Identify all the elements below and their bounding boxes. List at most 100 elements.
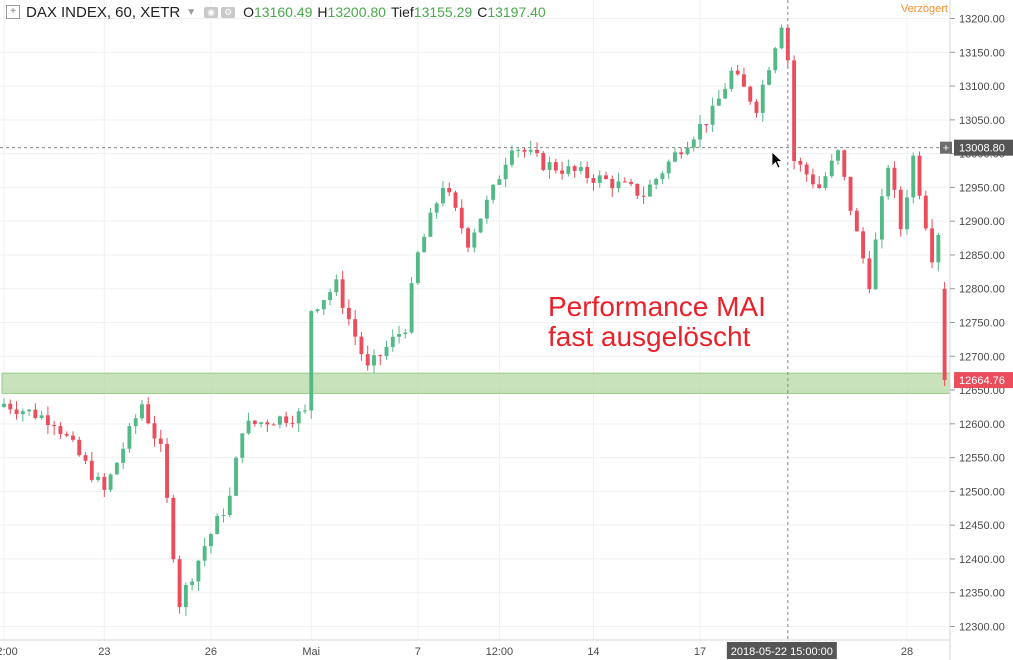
candle (861, 231, 866, 259)
candle (428, 212, 433, 237)
candle (911, 155, 916, 198)
low-value: 13155.29 (413, 4, 473, 20)
price-tick-label: 13100.00 (959, 81, 1005, 93)
candle (535, 149, 539, 154)
candle (591, 178, 596, 183)
candle (691, 139, 696, 148)
candle (246, 420, 251, 434)
candle (127, 426, 132, 449)
candle (572, 166, 577, 171)
candle (892, 167, 897, 190)
candle (8, 403, 13, 410)
candle (748, 86, 753, 102)
candle (522, 149, 527, 152)
candle (829, 160, 834, 177)
candle (146, 404, 151, 424)
candle (14, 409, 19, 415)
price-tick-label: 12350.00 (959, 588, 1005, 600)
time-tick-label: Mai (302, 646, 320, 658)
candle (767, 70, 771, 85)
chevron-down-icon[interactable]: ▼ (186, 6, 197, 18)
candle (114, 462, 119, 475)
price-tick-label: 12700.00 (959, 351, 1005, 363)
candle (804, 164, 809, 175)
time-axis[interactable]: 12:00 23 26 Mai 7 12:00 14 17 28 (0, 639, 950, 658)
high-label: H (317, 4, 328, 20)
time-tick-label: 12:00 (486, 646, 514, 658)
time-tick-label: 23 (98, 646, 110, 658)
candle (334, 279, 339, 293)
candle (698, 124, 702, 140)
candle (27, 409, 32, 412)
crosshair-time-tag (726, 642, 837, 659)
candle (415, 252, 420, 284)
eye-icon[interactable]: ◉ (204, 6, 219, 18)
candle (171, 497, 176, 560)
candle (453, 192, 458, 208)
chart-annotation: Performance MAI fast ausgelöscht (548, 291, 766, 352)
symbol-header: + DAX INDEX, 60, XETR ▼ ◉ ⚙ O 13160.49 H… (0, 0, 960, 24)
candle (547, 162, 552, 170)
gear-icon[interactable]: ⚙ (221, 6, 236, 18)
candle (158, 438, 163, 444)
close-label: C (477, 4, 488, 20)
crosshair-plus-icon (940, 141, 952, 154)
price-tick-label: 12850.00 (959, 250, 1005, 262)
candle (309, 311, 314, 411)
candle (121, 448, 126, 463)
candle (303, 410, 307, 412)
candle (679, 152, 684, 155)
candle (466, 228, 470, 248)
candle (390, 336, 395, 348)
candle (221, 515, 226, 517)
candle (96, 476, 101, 480)
candle (723, 88, 728, 99)
candle (140, 404, 144, 419)
candle (685, 147, 690, 155)
price-axis[interactable]: 12300.00 12350.00 12400.00 12450.00 12500.00… (949, 0, 1013, 660)
candle (760, 84, 765, 113)
candle (196, 560, 201, 582)
price-tick-label: 12800.00 (959, 284, 1005, 296)
candle (45, 415, 50, 426)
candle (290, 422, 295, 424)
candle (541, 153, 546, 170)
candle (792, 60, 797, 161)
crosshair-plus-glyph: + (943, 143, 949, 155)
candle (905, 197, 909, 230)
candle (773, 48, 778, 71)
candle (516, 149, 521, 151)
candle (89, 460, 94, 480)
candle (177, 559, 182, 608)
candle (227, 495, 232, 516)
candle (942, 288, 947, 381)
candle (735, 70, 740, 75)
candle (836, 150, 840, 161)
candle (83, 455, 88, 461)
candle (39, 415, 44, 419)
candle (365, 354, 370, 366)
symbol-title[interactable]: DAX INDEX, 60, XETR (26, 3, 181, 21)
high-value: 13200.80 (327, 4, 386, 20)
candle (378, 355, 383, 357)
candle (879, 196, 884, 240)
candle (898, 189, 903, 230)
candle (447, 187, 452, 193)
plus-square-icon[interactable]: + (6, 5, 20, 19)
candle (353, 319, 358, 337)
candle (240, 433, 245, 458)
time-tick-label: 7 (415, 646, 421, 658)
time-tick-label: 12:00 (0, 646, 18, 658)
candle (2, 403, 6, 407)
time-tick-label: 26 (205, 646, 217, 658)
price-tick-label: 13150.00 (959, 47, 1005, 59)
candle (71, 435, 75, 440)
candles (2, 24, 947, 617)
candle (597, 175, 602, 183)
last-price-tag (954, 372, 1013, 389)
candle (277, 416, 282, 425)
candle (20, 411, 25, 415)
crosshair-price-label: 13008.80 (959, 143, 1005, 155)
